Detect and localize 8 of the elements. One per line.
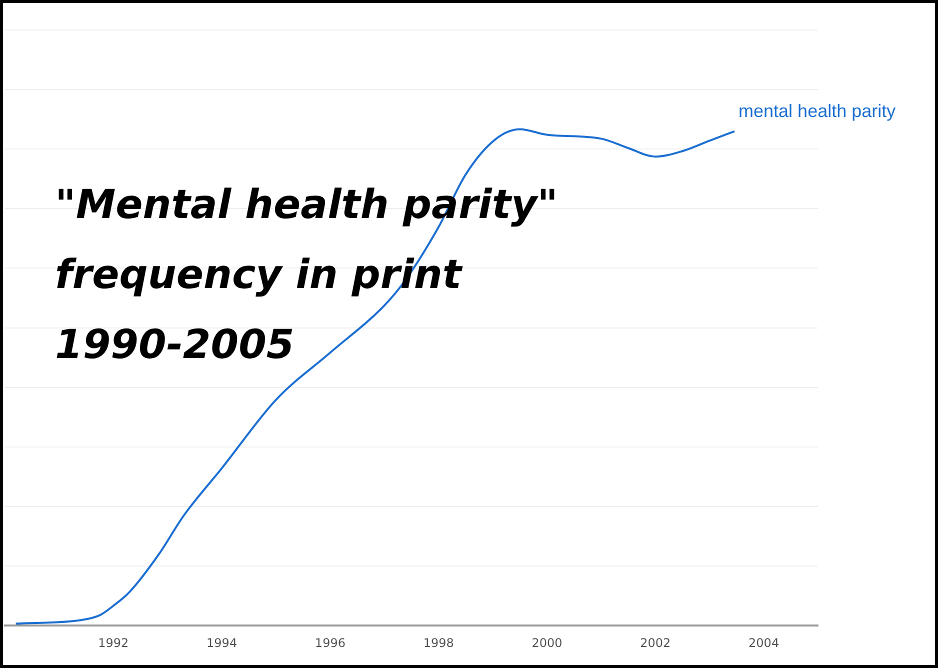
- series-label: mental health parity: [738, 101, 896, 122]
- x-tick-label: 2002: [640, 636, 671, 650]
- x-tick-label: 2000: [532, 636, 562, 650]
- x-tick-label: 1996: [314, 636, 346, 650]
- x-tick-label: 1992: [98, 636, 129, 650]
- x-tick-label: 1994: [206, 636, 238, 650]
- x-tick-label: 1998: [423, 636, 454, 650]
- x-tick-label: 2004: [748, 636, 780, 650]
